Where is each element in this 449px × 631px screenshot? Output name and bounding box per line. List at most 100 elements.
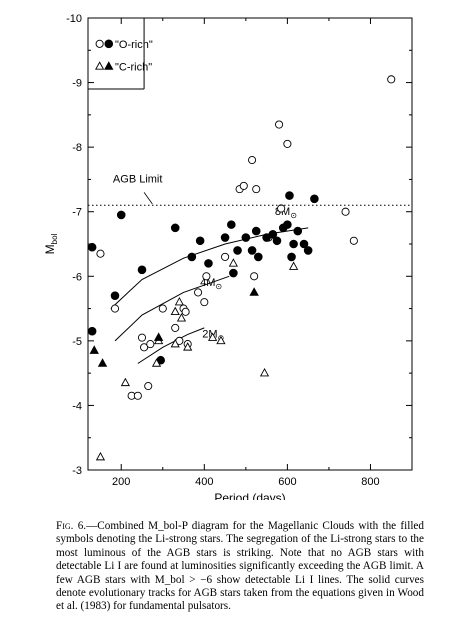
- data-point-filled-circle: [299, 239, 309, 249]
- x-tick-label: 600: [278, 476, 296, 488]
- y-axis-title-main: M: [43, 244, 57, 254]
- data-point-filled-circle: [229, 268, 238, 278]
- x-tick-label: 800: [361, 476, 379, 488]
- evolutionary-tracks: 8M⊙4M⊙2M⊙: [110, 206, 309, 364]
- agb-limit-pointer: [143, 192, 153, 205]
- data-point-filled-circle: [254, 252, 263, 262]
- data-point-open-circle: [252, 185, 261, 194]
- x-tick-label: 200: [112, 476, 130, 488]
- y-tick-label: -8: [72, 142, 82, 154]
- data-point-filled-circle: [303, 246, 313, 255]
- data-point-open-triangle: [228, 258, 238, 267]
- data-point-filled-circle: [310, 194, 319, 204]
- y-tick-label: -4: [72, 400, 82, 412]
- data-point-open-circle: [248, 156, 257, 165]
- data-point-filled-circle: [110, 291, 120, 300]
- data-point-filled-circle: [268, 230, 278, 239]
- data-point-open-circle: [133, 391, 142, 400]
- figure-caption: Fig. 6.—Combined M_bol-P diagram for the…: [56, 520, 424, 614]
- data-point-open-triangle: [208, 332, 218, 341]
- data-point-open-circle: [202, 272, 211, 281]
- data-point-open-circle: [140, 343, 149, 352]
- data-point-filled-circle: [287, 252, 296, 262]
- data-point-open-circle: [283, 139, 292, 148]
- track-label-sun: ⊙: [215, 282, 222, 291]
- y-tick-label: -9: [72, 78, 82, 90]
- data-point-filled-circle: [283, 220, 292, 229]
- data-point-open-circle: [221, 252, 230, 261]
- legend-marker-filled-circle: [104, 39, 114, 49]
- data-point-filled-circle: [195, 236, 205, 246]
- data-point-open-triangle: [216, 335, 226, 345]
- data-point-filled-triangle: [89, 345, 99, 354]
- data-point-open-circle: [171, 323, 180, 332]
- data-point-open-circle: [239, 181, 248, 190]
- data-point-open-circle: [200, 298, 209, 307]
- data-point-open-triangle: [174, 296, 184, 306]
- data-point-open-triangle: [183, 342, 193, 351]
- y-tick-label: -3: [72, 465, 82, 477]
- data-point-open-circle: [96, 249, 105, 258]
- legend-label: "C-rich": [115, 61, 152, 73]
- data-point-open-triangle: [95, 451, 106, 461]
- data-point-open-circle: [181, 307, 190, 316]
- data-point-filled-circle: [87, 326, 97, 336]
- plot-frame: [87, 17, 413, 471]
- y-axis-title-sub: bol: [50, 233, 59, 244]
- data-point-open-triangle: [289, 261, 299, 270]
- legend-marker-filled-triangle: [104, 61, 114, 70]
- data-point-filled-circle: [204, 259, 213, 268]
- data-points: [87, 75, 396, 461]
- data-point-open-circle: [275, 120, 284, 129]
- data-point-open-triangle: [259, 368, 270, 377]
- track-curve: [114, 275, 230, 342]
- track-label-mass: 4M: [200, 277, 215, 289]
- data-point-open-circle: [158, 304, 167, 313]
- legend: "O-rich" "C-rich": [88, 18, 153, 90]
- legend-marker-open-circle: [95, 39, 104, 48]
- data-point-filled-triangle: [249, 287, 259, 296]
- data-point-open-circle: [387, 75, 396, 84]
- data-point-open-circle: [349, 236, 358, 245]
- data-point-open-triangle: [151, 358, 162, 367]
- agb-limit-label: AGB Limit: [113, 174, 163, 186]
- legend-label: "O-rich": [115, 39, 153, 51]
- data-point-open-circle: [250, 272, 259, 281]
- data-point-filled-triangle: [153, 332, 164, 341]
- data-point-filled-circle: [247, 246, 257, 255]
- data-point-open-circle: [110, 304, 120, 313]
- legend-marker-open-triangle: [95, 61, 105, 70]
- data-point-open-circle: [277, 204, 286, 213]
- y-tick-label: -5: [72, 336, 82, 348]
- caption-text: —Combined M_bol-P diagram for the Magell…: [56, 520, 424, 613]
- data-point-open-triangle: [176, 313, 187, 322]
- data-point-filled-circle: [272, 236, 282, 246]
- data-point-open-circle: [144, 382, 153, 391]
- data-point-filled-circle: [293, 226, 303, 236]
- y-tick-label: -7: [72, 207, 82, 219]
- data-point-open-circle: [137, 333, 147, 342]
- track-label: 4M⊙: [200, 277, 222, 291]
- x-tick-label: 400: [195, 476, 213, 488]
- data-point-open-circle: [146, 340, 155, 349]
- track-label-sun: ⊙: [290, 211, 297, 220]
- data-point-open-circle: [194, 288, 203, 297]
- data-point-open-triangle: [170, 338, 180, 348]
- data-point-open-circle: [341, 207, 350, 216]
- x-axis-title: Period (days): [214, 491, 285, 500]
- data-point-filled-circle: [227, 220, 236, 229]
- axes: 200 400 600 800 -3 -4 -5 -6 -7 -8 -9 -10: [66, 13, 413, 488]
- data-point-filled-circle: [220, 233, 230, 242]
- y-tick-label: -6: [72, 271, 82, 283]
- y-tick-label: -10: [66, 13, 82, 25]
- data-point-filled-circle: [285, 191, 294, 200]
- data-point-filled-circle: [233, 246, 242, 255]
- data-point-filled-circle: [241, 233, 251, 242]
- data-point-filled-circle: [170, 223, 180, 233]
- data-point-filled-circle: [251, 226, 261, 236]
- data-point-filled-circle: [87, 242, 97, 252]
- data-point-filled-triangle: [97, 358, 108, 367]
- data-point-filled-circle: [116, 210, 126, 220]
